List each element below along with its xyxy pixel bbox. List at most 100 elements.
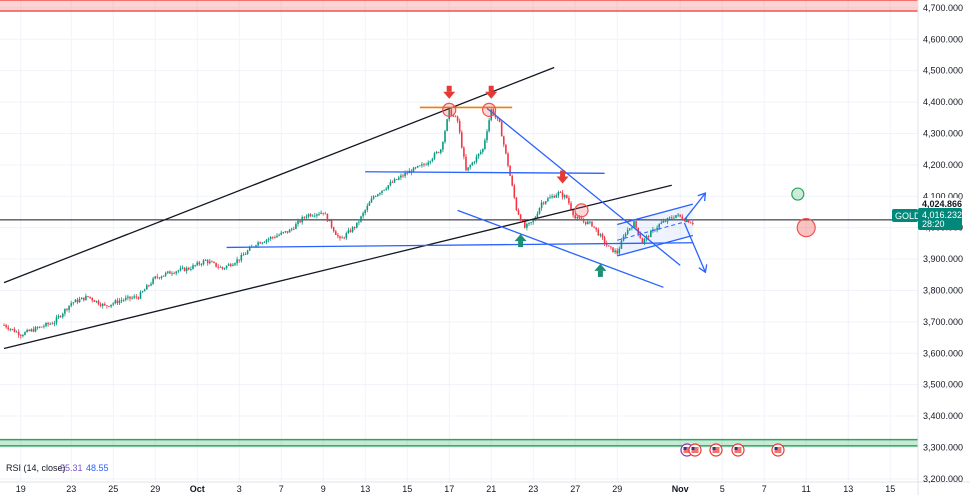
- x-tick-label: 19: [16, 484, 26, 494]
- candle-body: [587, 221, 589, 225]
- candle-body: [555, 195, 558, 198]
- candle-body: [30, 329, 33, 332]
- candle-body: [112, 303, 114, 305]
- candle-body: [62, 313, 64, 317]
- candle-body: [620, 240, 623, 249]
- candle-body: [114, 300, 117, 304]
- horizontal-support[interactable]: [226, 242, 693, 249]
- target-down-circle[interactable]: [796, 218, 816, 238]
- candle-body: [267, 238, 270, 240]
- candle-body: [299, 220, 301, 223]
- economic-events[interactable]: [680, 443, 785, 457]
- candle-body: [538, 207, 541, 214]
- candle-body: [278, 234, 280, 236]
- last-close-tag: [920, 198, 960, 210]
- candle-body: [99, 304, 102, 306]
- sell-arrow-1[interactable]: [443, 91, 456, 99]
- candle-body: [139, 292, 142, 299]
- candle-body: [192, 265, 194, 269]
- candle-body: [416, 165, 419, 168]
- x-tick-label: 15: [402, 484, 412, 494]
- candle-body: [431, 158, 434, 162]
- candle-body: [593, 226, 595, 228]
- candle-body: [446, 119, 448, 131]
- candle-body: [206, 260, 209, 264]
- buy-arrow-1[interactable]: [514, 234, 527, 242]
- bullish-projection-arrow[interactable]: [683, 192, 706, 221]
- candle-body: [393, 179, 396, 183]
- candle-body: [614, 250, 616, 253]
- event-flag-icon: [712, 447, 720, 453]
- candle-body: [660, 222, 663, 224]
- x-tick-label: 15: [885, 484, 895, 494]
- x-tick-label: 11: [802, 484, 811, 494]
- candle-body: [242, 254, 245, 256]
- candle-body: [360, 216, 362, 222]
- rising-channel-bottom[interactable]: [617, 234, 693, 257]
- candle-body: [618, 248, 621, 254]
- candle-body: [173, 273, 175, 275]
- candle-body: [22, 334, 24, 337]
- candle-body: [181, 267, 184, 269]
- lower-rising-trendline[interactable]: [3, 184, 672, 350]
- candle-body: [440, 149, 442, 153]
- current-price-label: 4,016.232: [922, 210, 962, 220]
- candle-body: [68, 305, 70, 310]
- x-tick-label: 27: [570, 484, 580, 494]
- candle-body: [28, 329, 30, 332]
- time-axis[interactable]: 19 23 25 29 Oct 3 7 9 13 15 17 21 23 27 29 Nov 5 7 11 13 15: [16, 484, 895, 494]
- candle-body: [570, 203, 572, 210]
- candle-body: [204, 260, 207, 261]
- candle-body: [519, 214, 522, 221]
- candle-body: [595, 227, 597, 230]
- candle-body: [129, 296, 131, 299]
- buy-arrow-1-stem: [518, 241, 524, 248]
- rsi-pane-header: RSI (14, close) 55.31 48.55: [6, 463, 109, 473]
- x-tick-label: 13: [360, 484, 370, 494]
- candle-body: [515, 197, 518, 210]
- candle-body: [633, 221, 635, 228]
- sell-arrow-2[interactable]: [485, 91, 498, 99]
- x-tick-label: 9: [321, 484, 326, 494]
- markers[interactable]: [442, 85, 816, 277]
- falling-channel-top[interactable]: [486, 107, 681, 266]
- candle-body: [675, 215, 677, 218]
- candle-body: [391, 182, 394, 183]
- y-tick-label: 3,900.000: [923, 254, 963, 264]
- x-tick-label: 3: [237, 484, 242, 494]
- candle-body: [57, 316, 60, 318]
- upper-rising-trendline[interactable]: [3, 66, 555, 284]
- sell-arrow-3[interactable]: [556, 176, 569, 184]
- candle-body: [356, 222, 358, 228]
- buy-arrow-2[interactable]: [594, 263, 607, 271]
- top-circle-2[interactable]: [482, 102, 497, 118]
- candle-body: [473, 161, 476, 163]
- candle-body: [654, 229, 656, 231]
- retest-circle[interactable]: [574, 203, 589, 218]
- candle-body: [404, 172, 406, 177]
- candle-body: [442, 141, 444, 150]
- candle-body: [467, 167, 469, 171]
- candle-body: [435, 151, 438, 154]
- candle-body: [572, 209, 574, 216]
- candle-body: [238, 259, 240, 261]
- candle-body: [389, 182, 392, 186]
- candle-body: [486, 131, 488, 141]
- candle-body: [305, 216, 308, 218]
- candle-body: [108, 305, 110, 307]
- x-tick-label: 7: [279, 484, 284, 494]
- candle-body: [547, 198, 549, 202]
- drawings-front[interactable]: [3, 66, 708, 350]
- falling-channel-bottom[interactable]: [457, 209, 664, 288]
- rising-channel-top[interactable]: [617, 203, 693, 226]
- candle-body: [513, 185, 516, 198]
- bearish-projection-arrow[interactable]: [683, 222, 706, 273]
- candle-body: [162, 275, 165, 277]
- candle-body: [156, 276, 159, 278]
- target-up-circle[interactable]: [791, 187, 805, 201]
- top-circle-1[interactable]: [442, 102, 457, 118]
- rising-channel-midline[interactable]: [617, 219, 693, 241]
- candle-body: [171, 273, 173, 275]
- candle-body: [80, 297, 83, 300]
